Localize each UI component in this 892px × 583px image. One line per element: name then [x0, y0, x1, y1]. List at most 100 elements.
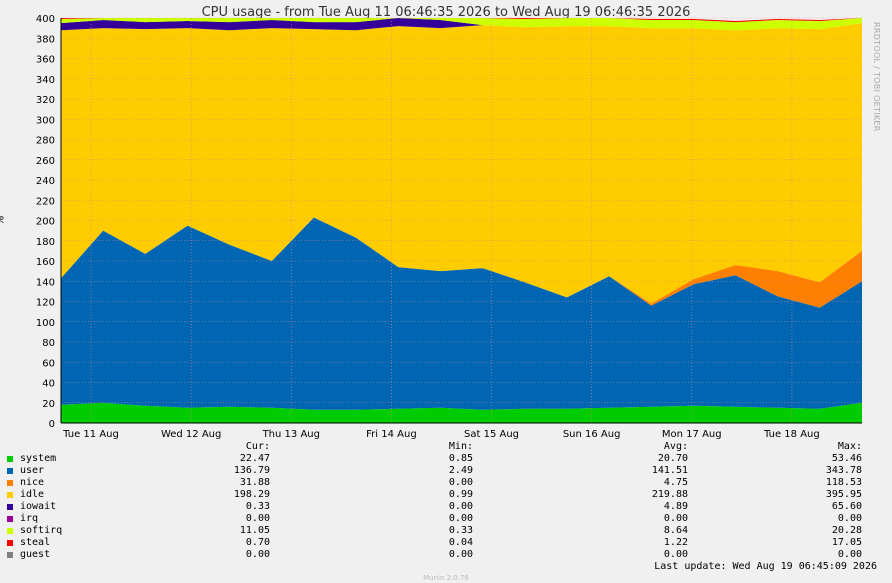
legend-avg: 219.88: [651, 489, 688, 500]
y-tick-label: 100: [36, 318, 55, 329]
y-tick-label: 340: [36, 75, 55, 86]
legend-name: softirq: [20, 525, 63, 536]
area-softirq: [61, 18, 862, 31]
stacked-areas: [61, 18, 862, 423]
legend-cur: 136.79: [233, 465, 270, 476]
last-update: Last update: Wed Aug 19 06:45:09 2026: [654, 561, 877, 572]
legend-min: 2.49: [448, 465, 473, 476]
legend-max: 118.53: [825, 477, 862, 488]
legend-cur: 0.33: [245, 501, 270, 512]
header-avg: Avg:: [663, 441, 688, 452]
legend-swatch: [7, 552, 13, 558]
legend-swatch: [7, 528, 13, 534]
legend-name: user: [20, 465, 45, 476]
legend-max: 20.28: [831, 525, 862, 536]
y-tick-label: 300: [36, 115, 55, 126]
header-max: Max:: [837, 441, 862, 452]
y-tick-label: 60: [42, 358, 55, 369]
legend-min: 0.00: [448, 501, 473, 512]
legend-header-row: Cur: Min: Avg: Max:: [0, 441, 892, 453]
x-tick-label: Wed 12 Aug: [161, 429, 221, 440]
legend-cur: 31.88: [239, 477, 270, 488]
legend-min: 0.00: [448, 477, 473, 488]
area-user: [61, 217, 862, 410]
legend-row-guest: guest 0.00 0.00 0.00 0.00: [0, 549, 892, 561]
legend-avg: 4.75: [663, 477, 688, 488]
legend-avg: 4.89: [663, 501, 688, 512]
x-tick-label: Thu 13 Aug: [262, 429, 320, 440]
legend-max: 65.60: [831, 501, 862, 512]
legend-swatch: [7, 492, 13, 498]
chart-title: CPU usage - from Tue Aug 11 06:46:35 202…: [201, 5, 691, 20]
x-tick-label: Tue 11 Aug: [62, 429, 119, 440]
y-tick-label: 180: [36, 237, 55, 248]
y-tick-label: 220: [36, 196, 55, 207]
legend-avg: 8.64: [663, 525, 688, 536]
legend-name: nice: [20, 477, 45, 488]
legend-name: irq: [20, 513, 39, 524]
legend-min: 0.99: [448, 489, 473, 500]
y-tick-label: 260: [36, 156, 55, 167]
legend-max: 0.00: [837, 549, 862, 560]
legend-cur: 0.70: [245, 537, 270, 548]
y-tick-label: 360: [36, 55, 55, 66]
legend-cur: 0.00: [245, 513, 270, 524]
y-tick-label: 320: [36, 95, 55, 106]
x-tick-label: Fri 14 Aug: [366, 429, 417, 440]
legend-swatch: [7, 456, 13, 462]
cpu-usage-chart: 0 20 40 60 80 100 120 140 160 180 200 220 240 260 280 3…: [36, 14, 862, 440]
y-tick-label: 140: [36, 277, 55, 288]
y-tick-label: 380: [36, 34, 55, 45]
legend-row-iowait: iowait 0.33 0.00 4.89 65.60: [0, 501, 892, 513]
legend-max: 0.00: [837, 513, 862, 524]
legend-name: steal: [20, 537, 51, 548]
x-tick-labels: Tue 11 Aug Wed 12 Aug Thu 13 Aug Fri 14 Aug…: [62, 429, 820, 440]
rrdtool-credit: RRDTOOL / TOBI OETIKER: [872, 22, 881, 132]
y-tick-label: 0: [49, 419, 55, 430]
legend-avg: 0.00: [663, 549, 688, 560]
legend-swatch: [7, 468, 13, 474]
legend-avg: 0.00: [663, 513, 688, 524]
legend-swatch: [7, 504, 13, 510]
munin-version: Munin 2.0.76: [423, 574, 469, 582]
legend-row-irq: irq 0.00 0.00 0.00 0.00: [0, 513, 892, 525]
y-tick-label: 400: [36, 14, 55, 25]
legend-row-idle: idle 198.29 0.99 219.88 395.95: [0, 489, 892, 501]
x-tick-label: Mon 17 Aug: [662, 429, 722, 440]
x-tick-label: Sun 16 Aug: [563, 429, 621, 440]
y-tick-label: 160: [36, 257, 55, 268]
legend-row-user: user 136.79 2.49 141.51 343.78: [0, 465, 892, 477]
legend-max: 395.95: [825, 489, 862, 500]
y-tick-label: 80: [42, 338, 55, 349]
y-tick-label: 240: [36, 176, 55, 187]
header-cur: Cur:: [245, 441, 270, 452]
legend-swatch: [7, 540, 13, 546]
y-tick-label: 120: [36, 298, 55, 309]
legend-min: 0.00: [448, 513, 473, 524]
legend-row-softirq: softirq 11.05 0.33 8.64 20.28: [0, 525, 892, 537]
legend-cur: 0.00: [245, 549, 270, 560]
area-steal: [61, 18, 862, 23]
legend-min: 0.33: [448, 525, 473, 536]
legend-cur: 11.05: [239, 525, 270, 536]
y-tick-labels: 0 20 40 60 80 100 120 140 160 180 200 220 240 260 280 3…: [36, 14, 55, 430]
legend-min: 0.00: [448, 549, 473, 560]
legend-swatch: [7, 480, 13, 486]
legend-avg: 20.70: [657, 453, 688, 464]
area-iowait: [61, 18, 862, 31]
legend-max: 343.78: [825, 465, 862, 476]
legend-swatch: [7, 516, 13, 522]
legend-name: iowait: [20, 501, 57, 512]
x-tick-label: Tue 18 Aug: [763, 429, 820, 440]
legend-row-nice: nice 31.88 0.00 4.75 118.53: [0, 477, 892, 489]
legend-max: 17.05: [831, 537, 862, 548]
legend-row-system: system 22.47 0.85 20.70 53.46: [0, 453, 892, 465]
area-system: [61, 402, 862, 423]
y-tick-label: 200: [36, 217, 55, 228]
legend-cur: 198.29: [233, 489, 270, 500]
legend-max: 53.46: [831, 453, 862, 464]
legend-cur: 22.47: [239, 453, 270, 464]
area-idle: [61, 23, 862, 304]
legend-name: idle: [20, 489, 45, 500]
legend-avg: 141.51: [651, 465, 688, 476]
